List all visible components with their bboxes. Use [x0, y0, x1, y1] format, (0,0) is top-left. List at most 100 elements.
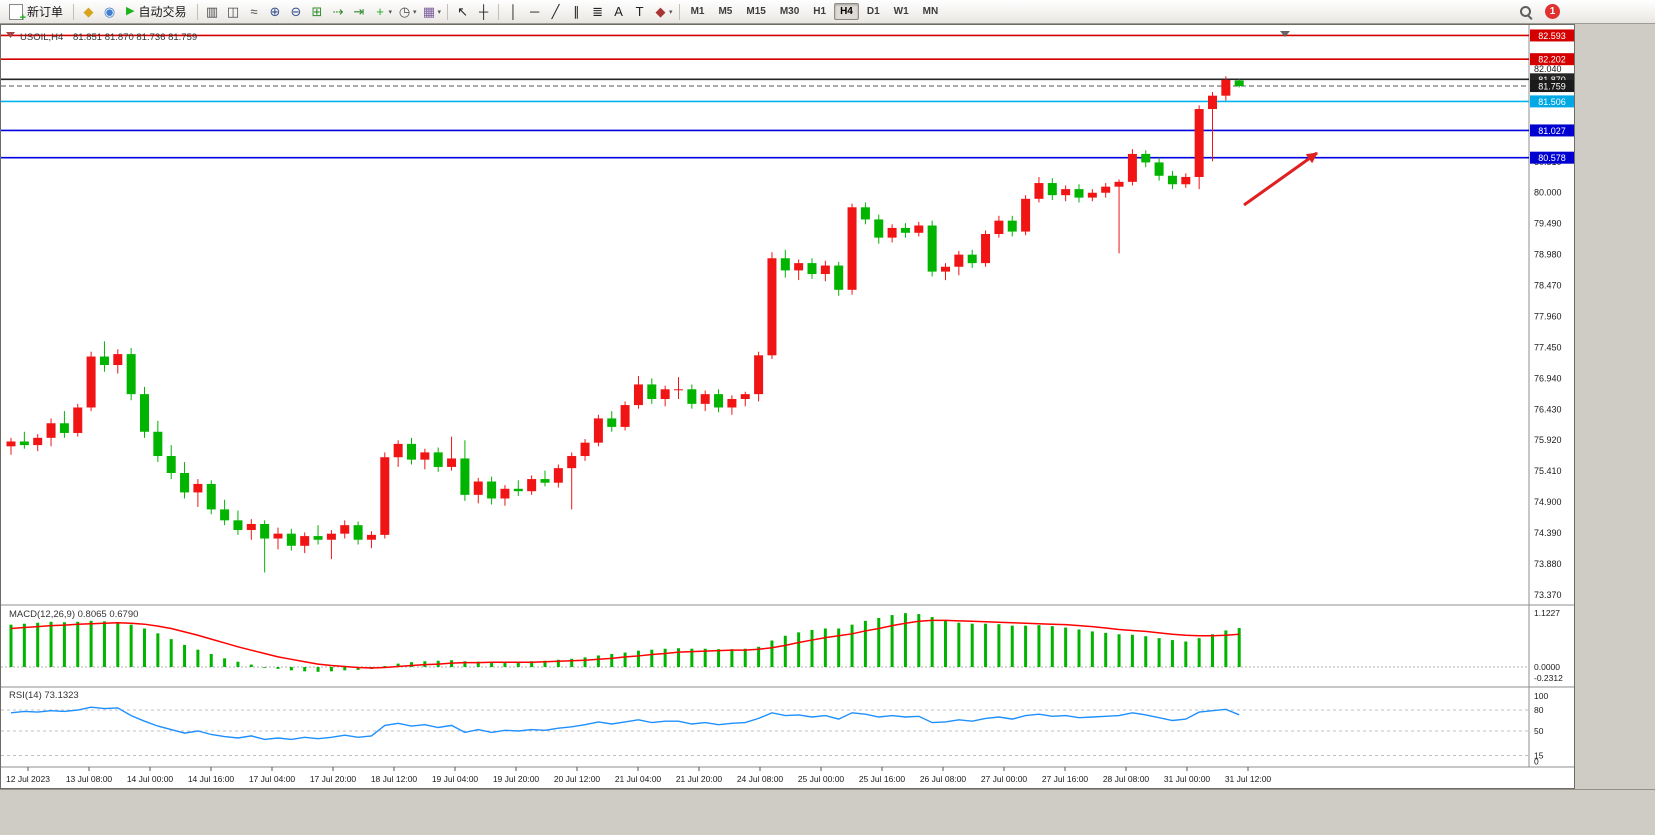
new-order-button[interactable]: + 新订单	[3, 2, 69, 23]
text-icon: A	[614, 4, 623, 19]
right-gutter	[1575, 24, 1655, 789]
auto-scroll-button[interactable]: ⇢	[328, 2, 349, 22]
templates-button[interactable]: ▦ ▾	[419, 2, 444, 22]
svg-text:21 Jul 04:00: 21 Jul 04:00	[615, 774, 662, 784]
timeframe-group: M1 M5 M15 M30 H1 H4 D1 W1 MN	[684, 3, 946, 20]
svg-text:76.940: 76.940	[1534, 373, 1562, 383]
vertical-line-button[interactable]: │	[503, 2, 524, 22]
new-order-icon: +	[9, 3, 26, 23]
price-badge-80.578	[1530, 151, 1574, 164]
timeframe-m5-button[interactable]: M5	[718, 6, 733, 17]
text-button[interactable]: A	[608, 2, 629, 22]
price-axis-labels: 82.04081.53081.02080.51080.00079.49078.9…	[1534, 64, 1562, 600]
zoom-out-button[interactable]: ⊖	[286, 2, 307, 22]
chart-shift-marker-icon[interactable]	[1280, 31, 1290, 37]
svg-text:0.0000: 0.0000	[1534, 662, 1560, 672]
toolbar-separator	[447, 3, 449, 20]
play-icon: ▶	[126, 5, 135, 17]
timeframe-m15-button[interactable]: M15	[746, 6, 766, 17]
experts-icon: ◉	[103, 4, 116, 19]
horizontal-line-button[interactable]: ─	[524, 2, 545, 22]
svg-text:19 Jul 20:00: 19 Jul 20:00	[493, 774, 540, 784]
tile-windows-icon: ⊞	[311, 4, 323, 19]
panel-separators	[1, 25, 1574, 768]
bars-button[interactable]: ▥	[202, 2, 223, 22]
arrows-button[interactable]: ◆ ▾	[650, 2, 675, 22]
svg-text:82.040: 82.040	[1534, 64, 1562, 74]
cursor-button[interactable]: ↖	[452, 2, 473, 22]
chart-shift-button[interactable]: ⇥	[349, 2, 370, 22]
auto-scroll-icon: ⇢	[332, 4, 344, 19]
chart-shift-icon: ⇥	[353, 4, 365, 19]
svg-text:31 Jul 12:00: 31 Jul 12:00	[1225, 774, 1272, 784]
svg-text:75.410: 75.410	[1534, 466, 1562, 476]
svg-text:1.1227: 1.1227	[1534, 608, 1560, 618]
toolbar-separator	[196, 3, 198, 20]
label-button[interactable]: T	[629, 2, 650, 22]
svg-text:17 Jul 04:00: 17 Jul 04:00	[249, 774, 296, 784]
svg-text:81.506: 81.506	[1538, 97, 1566, 107]
auto-trading-button[interactable]: ▶ 自动交易	[120, 2, 192, 22]
rsi-line	[10, 706, 1240, 741]
line-chart-button[interactable]: ≈	[244, 2, 265, 22]
svg-text:80.578: 80.578	[1538, 153, 1566, 163]
timeframe-h4-button[interactable]: H4	[834, 3, 859, 20]
timeframe-m1-button[interactable]: M1	[690, 6, 705, 17]
svg-text:82.593: 82.593	[1538, 31, 1566, 41]
fibonacci-button[interactable]: ≣	[587, 2, 608, 22]
macd-signal-line	[10, 619, 1240, 669]
one-click-trading-icon[interactable]	[6, 32, 15, 38]
ohlc-readout: 81.851 81.870 81.736 81.759	[73, 32, 197, 43]
chart-window[interactable]: 82.04081.53081.02080.51080.00079.49078.9…	[0, 24, 1575, 789]
timeframe-mn-button[interactable]: MN	[922, 6, 939, 17]
timeframe-d1-button[interactable]: D1	[866, 6, 880, 17]
date-axis: 12 Jul 2023 13 Jul 08:00 14 Jul 00:00 14 Ju…	[6, 767, 1271, 784]
bars-icon: ▥	[205, 4, 219, 19]
svg-text:28 Jul 08:00: 28 Jul 08:00	[1103, 774, 1150, 784]
svg-text:14 Jul 00:00: 14 Jul 00:00	[127, 774, 174, 784]
svg-text:12 Jul 2023: 12 Jul 2023	[6, 774, 50, 784]
line-tools-group: │ ─ ╱ ∥ ≣ A T ◆ ▾	[503, 2, 675, 22]
channel-button[interactable]: ∥	[566, 2, 587, 22]
svg-text:79.490: 79.490	[1534, 219, 1562, 229]
toolbar-right-group: 1	[1519, 4, 1560, 19]
trendline-button[interactable]: ╱	[545, 2, 566, 22]
dropdown-chevron-icon: ▾	[669, 8, 673, 16]
label-icon: T	[635, 4, 644, 19]
macd-header: MACD(12,26,9) 0.8065 0.6790	[9, 609, 138, 620]
svg-text:73.880: 73.880	[1534, 559, 1562, 569]
red-arrow-icon[interactable]	[1243, 151, 1318, 207]
indicators-button[interactable]: + ▾	[370, 2, 395, 22]
crosshair-icon: ┼	[478, 4, 489, 19]
candles-button[interactable]: ◫	[223, 2, 244, 22]
tile-windows-button[interactable]: ⊞	[307, 2, 328, 22]
price-level-lines[interactable]	[1, 34, 1529, 159]
price-chart[interactable]: 82.04081.53081.02080.51080.00079.49078.9…	[1, 25, 1574, 788]
search-icon[interactable]	[1519, 5, 1533, 19]
timeframe-m30-button[interactable]: M30	[779, 6, 800, 17]
experts-button[interactable]: ◉	[99, 2, 120, 22]
dropdown-chevron-icon: ▾	[388, 8, 393, 16]
bottom-bar	[0, 789, 1655, 835]
svg-text:50: 50	[1534, 726, 1544, 736]
timeframe-h1-button[interactable]: H1	[813, 6, 827, 17]
svg-text:24 Jul 08:00: 24 Jul 08:00	[737, 774, 784, 784]
zoom-in-button[interactable]: ⊕	[265, 2, 286, 22]
auto-trading-label: 自动交易	[138, 5, 187, 19]
timeframe-w1-button[interactable]: W1	[893, 6, 909, 17]
notification-badge[interactable]: 1	[1545, 4, 1560, 19]
svg-text:80: 80	[1534, 705, 1544, 715]
cursor-icon: ↖	[457, 4, 468, 19]
indicators-icon: +	[376, 4, 384, 19]
svg-text:19 Jul 04:00: 19 Jul 04:00	[432, 774, 479, 784]
trend-arrow-annotation[interactable]	[1243, 151, 1318, 207]
vertical-line-icon: │	[509, 4, 518, 19]
metaeditor-button[interactable]: ◆	[78, 2, 99, 22]
crosshair-button[interactable]: ┼	[473, 2, 494, 22]
toolbar-separator	[73, 3, 75, 20]
metaeditor-icon: ◆	[83, 4, 94, 19]
periods-button[interactable]: ◷ ▾	[394, 2, 419, 22]
line-chart-icon: ≈	[250, 4, 258, 19]
candles	[6, 76, 1244, 573]
